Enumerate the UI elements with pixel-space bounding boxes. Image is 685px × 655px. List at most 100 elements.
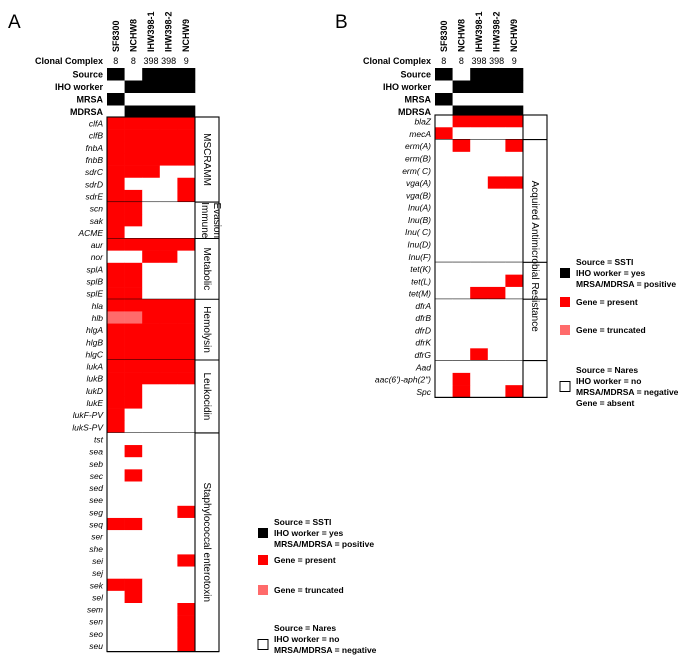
gene-cell xyxy=(107,250,125,264)
gene-cell xyxy=(159,420,178,434)
gene-cell xyxy=(124,554,143,567)
gene-cell xyxy=(435,151,453,165)
legend-text: Gene = truncated xyxy=(274,585,344,595)
gene-cell xyxy=(159,299,178,312)
clonal-complex-value: 398 xyxy=(143,56,158,66)
meta-cell xyxy=(470,80,489,94)
gene-label: lukD xyxy=(86,386,103,396)
gene-cell xyxy=(107,214,125,227)
gene-cell xyxy=(487,176,506,189)
gene-cell xyxy=(142,554,161,567)
gene-cell xyxy=(107,639,125,652)
meta-cell xyxy=(124,80,143,94)
gene-cell xyxy=(177,323,196,336)
gene-label: mecA xyxy=(409,129,431,139)
gene-cell xyxy=(142,408,161,422)
gene-cell xyxy=(124,408,143,422)
gene-cell xyxy=(142,590,161,604)
gene-cell xyxy=(487,323,506,337)
legend-swatch-meta xyxy=(258,528,268,538)
gene-cell xyxy=(107,117,125,130)
gene-cell xyxy=(124,299,143,312)
gene-cell xyxy=(142,384,161,397)
gene-cell xyxy=(177,481,196,494)
gene-cell xyxy=(107,238,125,251)
meta-cell xyxy=(435,80,453,94)
gene-label: sek xyxy=(90,580,104,590)
gene-cell xyxy=(124,469,143,482)
gene-cell xyxy=(487,372,506,386)
gene-cell xyxy=(505,372,524,386)
gene-cell xyxy=(107,554,125,567)
gene-cell xyxy=(452,213,471,226)
gene-cell xyxy=(159,590,178,604)
gene-cell xyxy=(142,177,161,191)
gene-cell xyxy=(107,530,125,543)
gene-cell xyxy=(142,214,161,227)
meta-cell xyxy=(142,93,161,106)
gene-cell xyxy=(487,385,506,398)
gene-cell xyxy=(159,457,178,470)
gene-cell xyxy=(452,176,471,189)
gene-label: sec xyxy=(90,471,104,481)
gene-cell xyxy=(159,165,178,179)
gene-cell xyxy=(142,153,161,166)
gene-cell xyxy=(177,189,196,203)
gene-cell xyxy=(124,360,143,373)
gene-cell xyxy=(177,457,196,470)
gene-cell xyxy=(177,372,196,385)
gene-cell xyxy=(487,200,506,214)
gene-cell xyxy=(107,627,125,640)
gene-label: sej xyxy=(92,568,104,578)
gene-cell xyxy=(107,396,125,409)
gene-cell xyxy=(452,115,471,128)
gene-cell xyxy=(142,639,161,652)
gene-cell xyxy=(505,151,524,165)
meta-row-label: MDRSA xyxy=(70,107,103,117)
gene-cell xyxy=(159,360,178,373)
gene-cell xyxy=(505,360,524,374)
gene-cell xyxy=(177,129,196,142)
meta-cell xyxy=(487,80,506,94)
gene-cell xyxy=(435,385,453,398)
legend-text: Source = Nares xyxy=(576,365,638,375)
gene-cell xyxy=(124,287,143,300)
meta-cell xyxy=(159,80,178,94)
gene-label: lukE xyxy=(86,398,103,408)
gene-label: sdrD xyxy=(85,179,103,189)
gene-cell xyxy=(470,139,489,153)
gene-cell xyxy=(142,117,161,130)
grid-frame xyxy=(434,114,548,398)
gene-cell xyxy=(159,603,178,616)
gene-cell xyxy=(177,347,196,361)
legend-text: Source = Nares xyxy=(274,623,336,633)
gene-label: hlgB xyxy=(86,337,103,347)
gene-cell xyxy=(124,202,143,215)
strain-label: NCHW8 xyxy=(456,19,466,52)
gene-cell xyxy=(177,287,196,300)
gene-cell xyxy=(177,590,196,604)
gene-cell xyxy=(159,347,178,361)
gene-cell xyxy=(142,335,161,349)
gene-cell xyxy=(142,347,161,361)
gene-cell xyxy=(452,348,471,361)
gene-cell xyxy=(159,396,178,409)
gene-label: nor xyxy=(91,252,104,262)
gene-cell xyxy=(435,213,453,226)
gene-cell xyxy=(142,493,161,507)
gene-cell xyxy=(177,250,196,264)
gene-cell xyxy=(159,262,178,276)
gene-cell xyxy=(159,627,178,640)
gene-cell xyxy=(435,336,453,349)
gene-cell xyxy=(452,274,471,288)
gene-cell xyxy=(470,385,489,398)
gene-cell xyxy=(177,262,196,276)
gene-cell xyxy=(177,202,196,215)
gene-label: splA xyxy=(86,264,103,274)
gene-label: dfrK xyxy=(415,338,431,348)
legend-swatch-absent xyxy=(257,639,269,650)
gene-cell xyxy=(107,517,125,531)
gene-cell xyxy=(505,164,524,177)
gene-cell xyxy=(435,323,453,337)
gene-cell xyxy=(124,311,143,324)
